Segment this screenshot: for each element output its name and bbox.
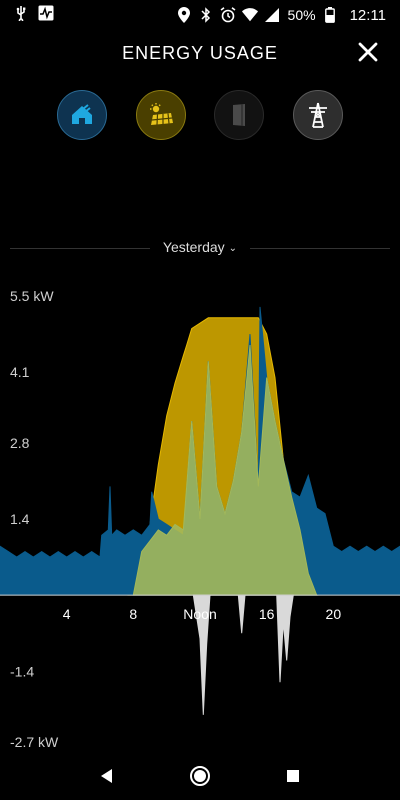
back-button[interactable] bbox=[87, 756, 127, 796]
x-tick-label: 20 bbox=[326, 606, 342, 622]
energy-chart: 5.5 kW 4.1 2.8 1.4 -1.4 -2.7 kW 4 8 Noon 16 20 bbox=[0, 280, 400, 750]
back-triangle-icon bbox=[99, 768, 115, 784]
powerwall-source-button[interactable] bbox=[214, 90, 264, 140]
powerwall-icon bbox=[229, 102, 249, 128]
close-button[interactable] bbox=[356, 40, 380, 64]
activity-icon bbox=[38, 5, 54, 26]
solar-source-button[interactable] bbox=[136, 90, 186, 140]
grid-tower-icon bbox=[305, 101, 331, 129]
series-layer bbox=[0, 307, 400, 715]
recents-button[interactable] bbox=[273, 756, 313, 796]
close-icon bbox=[356, 40, 380, 64]
x-tick-label: 4 bbox=[63, 606, 71, 622]
status-time: 12:11 bbox=[350, 7, 386, 24]
location-icon bbox=[176, 7, 192, 23]
y-tick-label: 5.5 kW bbox=[10, 288, 54, 304]
x-tick-label: 16 bbox=[259, 606, 275, 622]
energy-chart-svg: 5.5 kW 4.1 2.8 1.4 -1.4 -2.7 kW 4 8 Noon 16 20 bbox=[0, 280, 400, 750]
grid-source-button[interactable] bbox=[293, 90, 343, 140]
usb-icon bbox=[14, 5, 28, 26]
period-dropdown[interactable]: Yesterday ⌄ bbox=[150, 239, 250, 255]
battery-percent: 50% bbox=[288, 7, 316, 23]
bluetooth-icon bbox=[198, 7, 214, 23]
period-divider-right bbox=[250, 248, 390, 249]
y-tick-label: 1.4 bbox=[10, 511, 30, 527]
home-circle-icon bbox=[189, 765, 211, 787]
solar-panel-icon bbox=[147, 102, 175, 128]
status-right-icons: 50% 12:11 bbox=[176, 7, 386, 24]
x-tick-label: Noon bbox=[183, 606, 216, 622]
page-title: ENERGY USAGE bbox=[122, 43, 278, 64]
home-button[interactable] bbox=[180, 756, 220, 796]
y-axis-ticks: 5.5 kW 4.1 2.8 1.4 -1.4 -2.7 kW bbox=[10, 288, 59, 750]
home-icon bbox=[69, 102, 95, 128]
status-bar: 50% 12:11 bbox=[0, 0, 400, 30]
chevron-down-icon: ⌄ bbox=[229, 243, 237, 254]
y-tick-label: 4.1 bbox=[10, 364, 30, 380]
home-source-button[interactable] bbox=[57, 90, 107, 140]
energy-source-selector bbox=[0, 90, 400, 140]
header: ENERGY USAGE bbox=[0, 30, 400, 76]
battery-icon bbox=[322, 7, 338, 23]
recents-square-icon bbox=[286, 769, 300, 783]
y-tick-label: -2.7 kW bbox=[10, 734, 59, 750]
x-axis-ticks: 4 8 Noon 16 20 bbox=[63, 606, 342, 622]
x-tick-label: 8 bbox=[129, 606, 137, 622]
period-label: Yesterday bbox=[163, 239, 225, 255]
y-tick-label: -1.4 bbox=[10, 663, 34, 679]
y-tick-label: 2.8 bbox=[10, 435, 30, 451]
wifi-icon bbox=[242, 7, 258, 23]
status-left-icons bbox=[14, 5, 54, 26]
period-divider-left bbox=[10, 248, 150, 249]
alarm-icon bbox=[220, 7, 236, 23]
signal-icon bbox=[264, 7, 280, 23]
android-nav-bar bbox=[0, 752, 400, 800]
